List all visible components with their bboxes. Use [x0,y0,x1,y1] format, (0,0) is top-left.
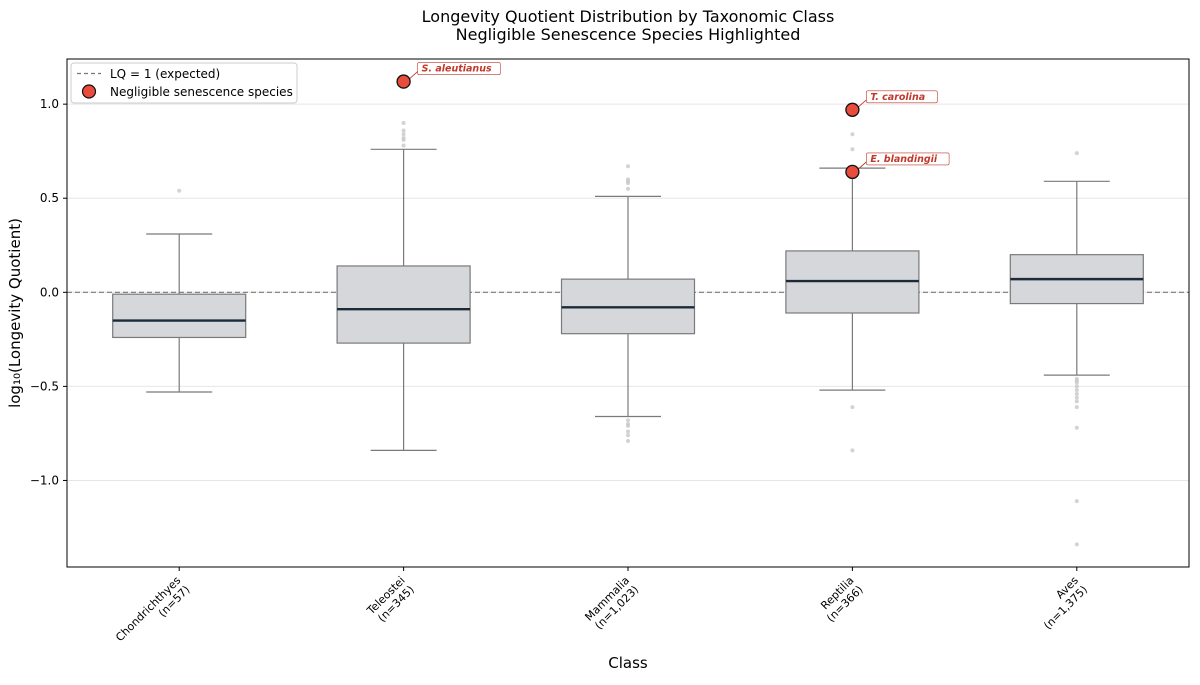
y-tick-label: 0.0 [40,285,59,299]
legend: LQ = 1 (expected) Negligible senescence … [70,62,298,104]
x-tick-label: Reptilia(n=366) [815,574,866,625]
x-tick-label: Aves(n=1,375) [1032,574,1090,632]
legend-label-reference: LQ = 1 (expected) [110,67,220,81]
outlier-point [850,405,855,410]
outlier-point [626,438,630,443]
legend-red-circle-marker [81,84,97,99]
outlier-point [1074,384,1079,389]
legend-label-highlight: Negligible senescence species [110,85,293,99]
annotation-box [866,90,938,104]
y-tick-label: 0.5 [40,191,59,205]
annotation-leader [857,161,867,171]
outlier-point [1074,388,1079,393]
box-reptilia [785,132,920,453]
highlight-t-carolina: T. carolina [845,90,938,117]
legend-frame [70,62,298,104]
x-axis-ticks: Chondrichthyes(n=57) Teleostei(n=345) Mamm… [113,567,1090,654]
outlier-point [401,136,406,141]
outlier-point [1074,391,1079,396]
outlier-point [626,186,630,191]
box-layer [112,120,1144,547]
highlight-point [845,164,860,180]
outlier-point [626,423,630,428]
box-teleostei [336,120,471,451]
annotation-label: S. aleutianus [422,64,492,75]
outlier-point [626,164,630,169]
outlier-point [1074,499,1079,504]
outlier-point [1074,425,1079,430]
box-chondrichthyes [112,188,247,393]
highlight-e-blandingii: E. blandingii [845,152,950,180]
iqr-box [112,293,247,339]
y-tick-label: −0.5 [30,379,59,393]
outlier-point [850,132,855,137]
outlier-point [626,177,630,182]
chart-subtitle: Negligible Senescence Species Highlighte… [456,25,801,44]
outlier-point [626,433,630,438]
highlight-layer: S. aleutianus T. carolina E. blandingii [396,62,950,180]
annotation-label: E. blandingii [870,154,938,165]
outlier-point [401,128,406,133]
outlier-point [1074,395,1079,400]
outlier-point [401,143,406,148]
outlier-point [850,448,855,453]
highlight-point [845,102,860,117]
outlier-point [1074,399,1079,404]
outlier-point [1074,151,1079,156]
box-mammalia [560,164,696,443]
outlier-point [177,188,182,193]
annotation-box [866,152,950,166]
annotation-leader [857,99,867,109]
chart-title: Longevity Quotient Distribution by Taxon… [422,7,835,26]
box-aves [1009,151,1144,547]
annotation-leader [408,71,418,80]
outlier-point [1074,542,1079,547]
x-axis-label: Class [608,654,648,672]
annotation-label: T. carolina [870,92,925,103]
y-tick-label: −1.0 [30,473,59,487]
y-tick-label: 1.0 [40,97,59,111]
outlier-point [626,418,630,423]
outlier-point [1074,380,1079,385]
y-axis-label: log₁₀(Longevity Quotient) [6,218,24,408]
y-axis-ticks: 1.0 0.5 0.0 −0.5 −1.0 [30,97,67,487]
x-tick-label: Mammalia(n=1,023) [582,574,641,633]
x-tick-label: Chondrichthyes(n=57) [113,574,193,654]
x-tick-label: Teleostei(n=345) [364,574,417,627]
highlight-s-aleutianus: S. aleutianus [396,62,501,89]
outlier-point [401,132,406,137]
outlier-point [850,147,855,152]
outlier-point [626,429,630,434]
annotation-box [417,62,501,75]
iqr-box [336,265,471,344]
outlier-point [1074,405,1079,410]
highlight-point [396,74,411,89]
outlier-point [401,120,406,125]
